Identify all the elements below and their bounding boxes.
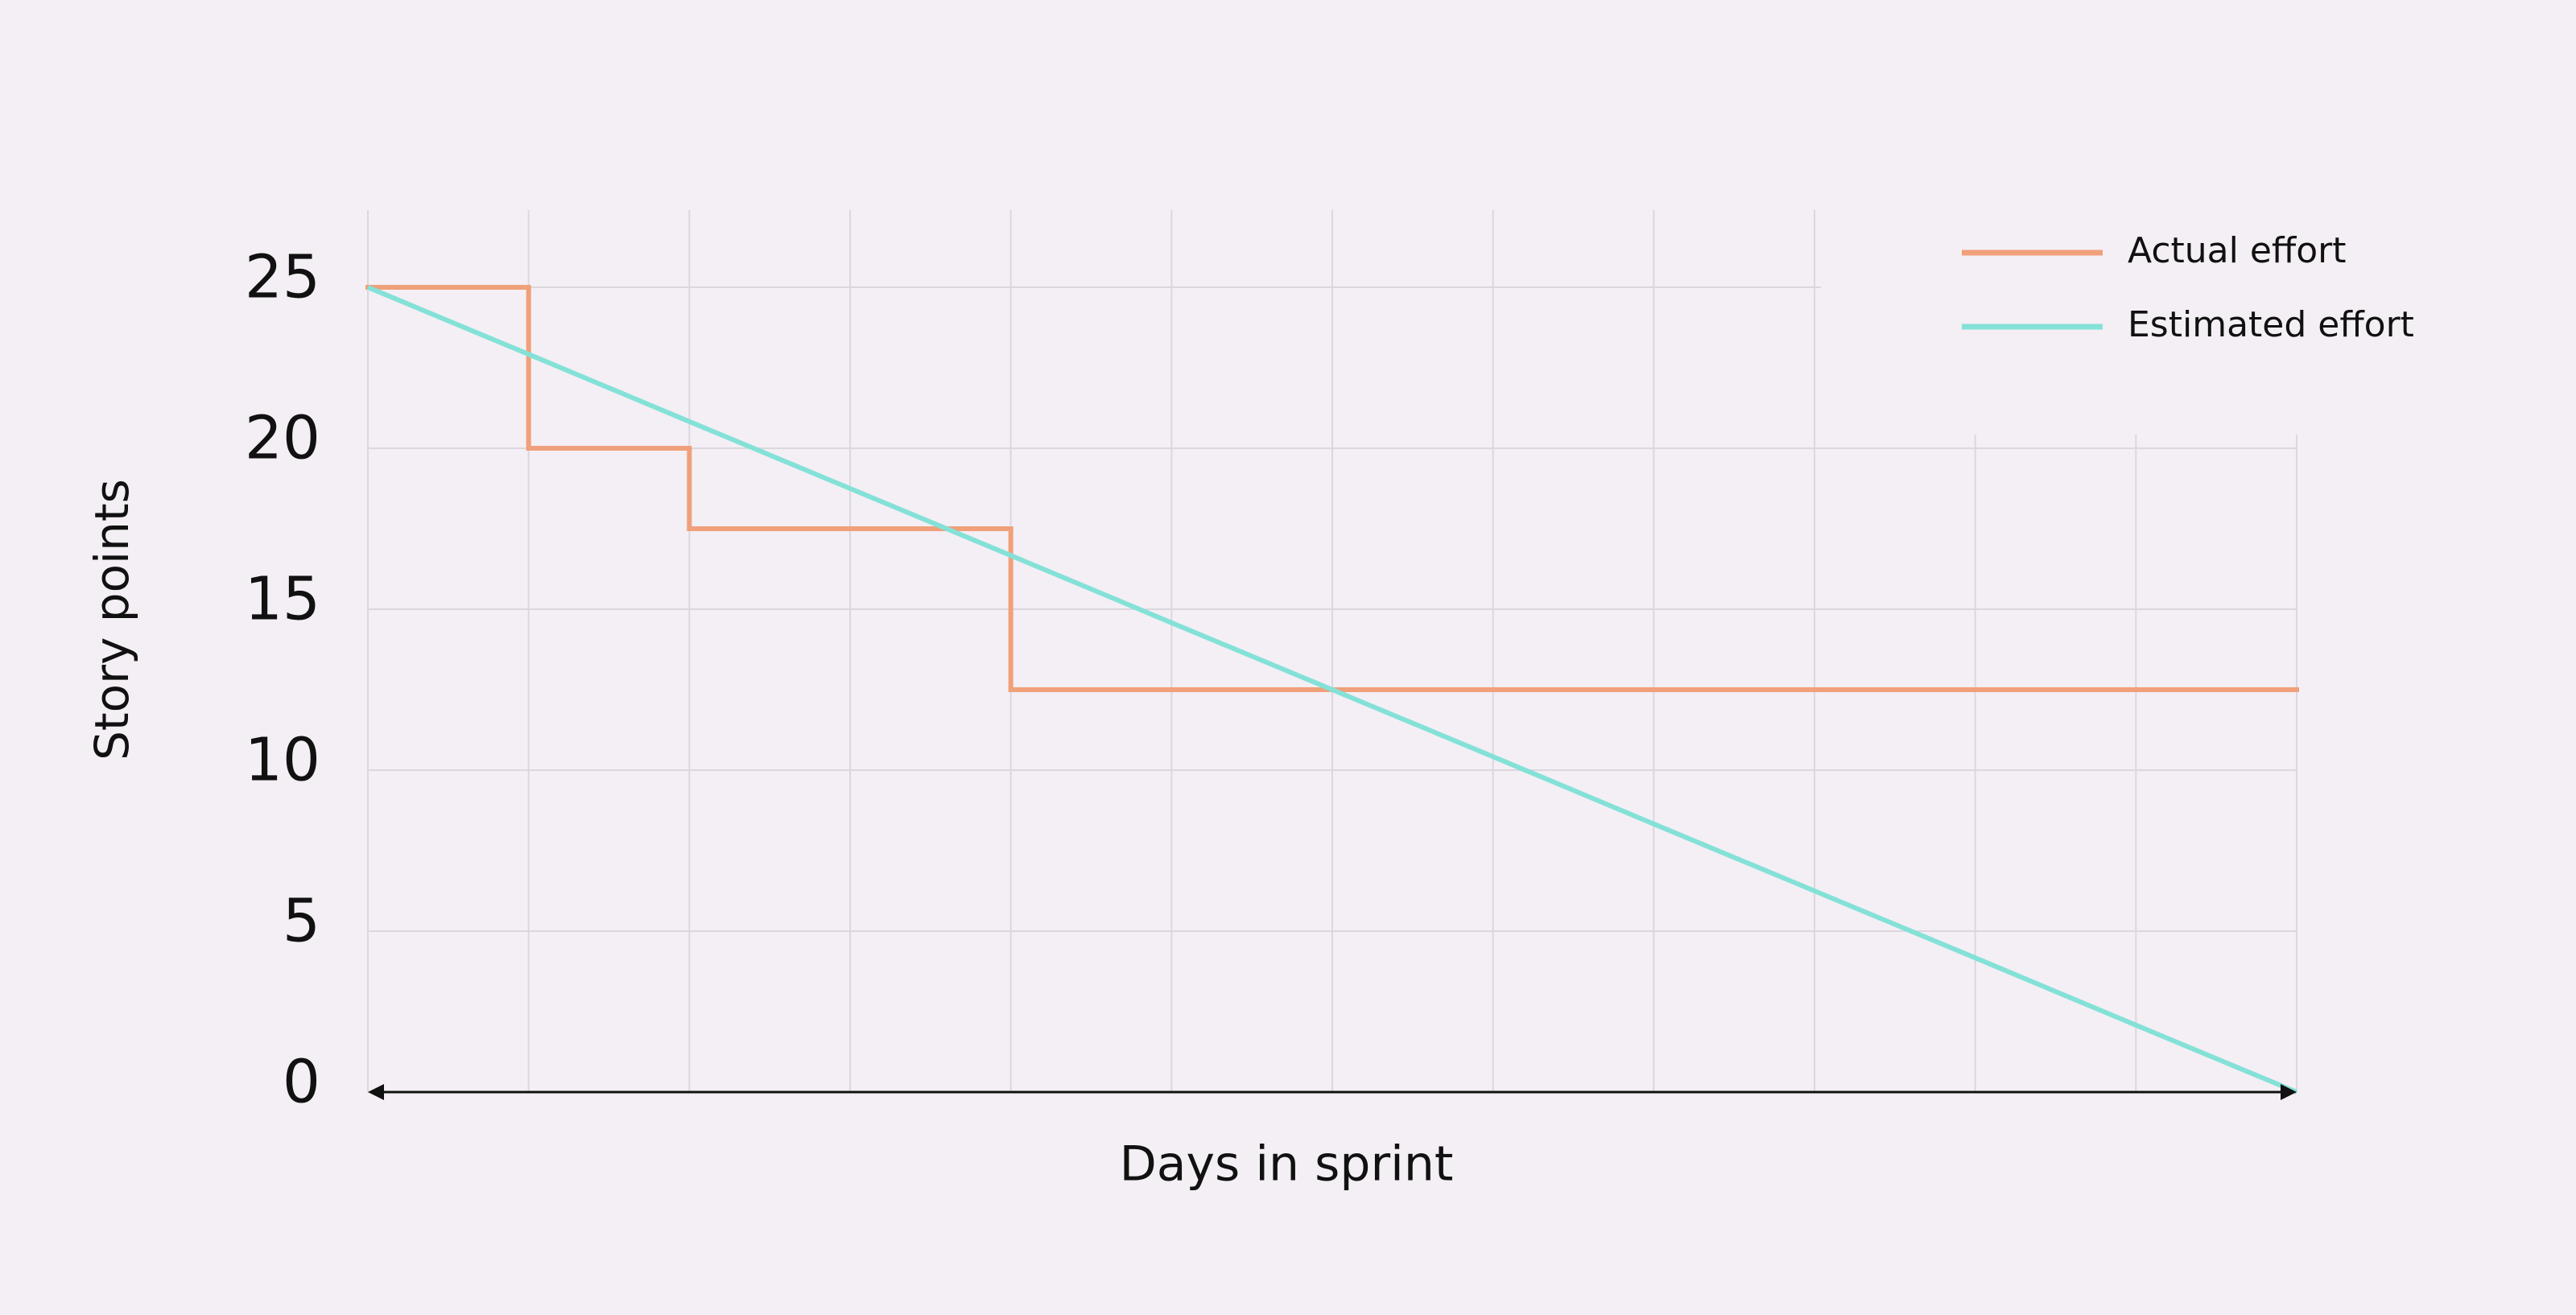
axis-arrow bbox=[368, 1084, 384, 1100]
y-tick-label: 20 bbox=[245, 404, 320, 473]
grid bbox=[367, 210, 2297, 1093]
axis-arrow bbox=[2281, 1084, 2297, 1100]
y-tick-label: 10 bbox=[245, 726, 320, 795]
y-axis-title: Story points bbox=[85, 479, 139, 761]
y-tick-label: 15 bbox=[245, 565, 320, 634]
line-series bbox=[366, 285, 2298, 1094]
y-tick-label: 5 bbox=[283, 887, 320, 956]
y-tick-label: 0 bbox=[283, 1048, 320, 1117]
legend: Actual effort Estimated effort bbox=[1962, 230, 2414, 345]
x-axis-title: Days in sprint bbox=[1120, 1136, 1454, 1193]
plot bbox=[365, 285, 2299, 1094]
legend-backdrop bbox=[1821, 201, 2433, 435]
y-tick-label: 25 bbox=[245, 243, 320, 312]
legend-label: Actual effort bbox=[2128, 230, 2346, 271]
legend-label: Estimated effort bbox=[2128, 304, 2414, 345]
